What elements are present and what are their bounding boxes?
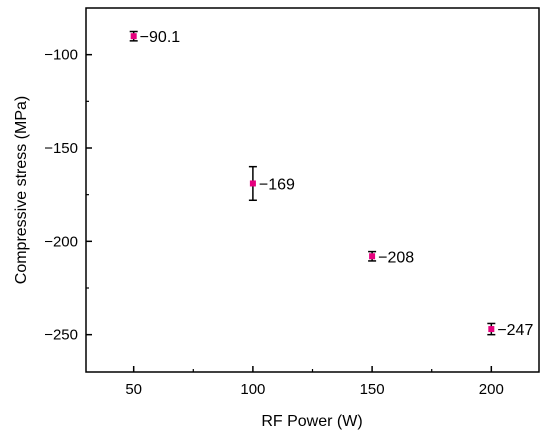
- data-value-label: −169: [259, 176, 295, 193]
- data-point-marker: [488, 326, 495, 333]
- y-axis-label: Compressive stress (MPa): [13, 96, 30, 284]
- data-points: −90.1 −169 −208 −247: [129, 29, 533, 339]
- x-tick-label: 100: [240, 381, 265, 398]
- x-axis-ticks: 50 100 150 200: [125, 366, 504, 398]
- data-value-label: −90.1: [140, 29, 181, 46]
- plot-frame: [85, 7, 540, 373]
- data-value-label: −208: [378, 249, 414, 266]
- x-tick-label: 50: [125, 381, 142, 398]
- data-point-marker: [249, 180, 256, 187]
- x-tick-label: 200: [479, 381, 504, 398]
- data-point-marker: [130, 33, 137, 40]
- y-tick-label: −150: [44, 140, 78, 157]
- data-value-label: −247: [497, 322, 533, 339]
- y-tick-label: −250: [44, 327, 78, 344]
- x-axis-label: RF Power (W): [261, 413, 362, 430]
- x-tick-label: 150: [360, 381, 385, 398]
- y-tick-label: −100: [44, 47, 78, 64]
- y-axis-ticks: −100 −150 −200 −250: [44, 47, 92, 344]
- data-point-marker: [369, 253, 376, 260]
- y-tick-label: −200: [44, 233, 78, 250]
